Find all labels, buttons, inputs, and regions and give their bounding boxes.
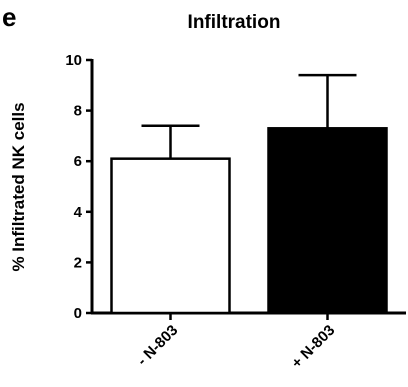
y-axis-label: % Infiltrated NK cells <box>9 102 28 271</box>
error-bars <box>141 73 357 159</box>
bars <box>110 127 388 315</box>
bar <box>267 127 388 315</box>
y-tick-label: 2 <box>74 254 82 271</box>
category-labels: - N-803 + N-803 <box>134 322 338 372</box>
y-tick-label: 10 <box>65 52 82 69</box>
panel-letter: e <box>2 2 16 32</box>
y-tick-label: 0 <box>74 305 82 322</box>
chart-title: Infiltration <box>188 12 281 33</box>
y-tick-label: 6 <box>74 153 82 170</box>
category-label: - N-803 <box>134 322 181 369</box>
y-tick-label: 8 <box>74 103 82 120</box>
category-label: + N-803 <box>288 322 338 372</box>
y-axis: 0 2 4 6 8 10 <box>65 52 94 322</box>
bar <box>110 157 231 315</box>
y-tick-label: 4 <box>74 204 83 221</box>
